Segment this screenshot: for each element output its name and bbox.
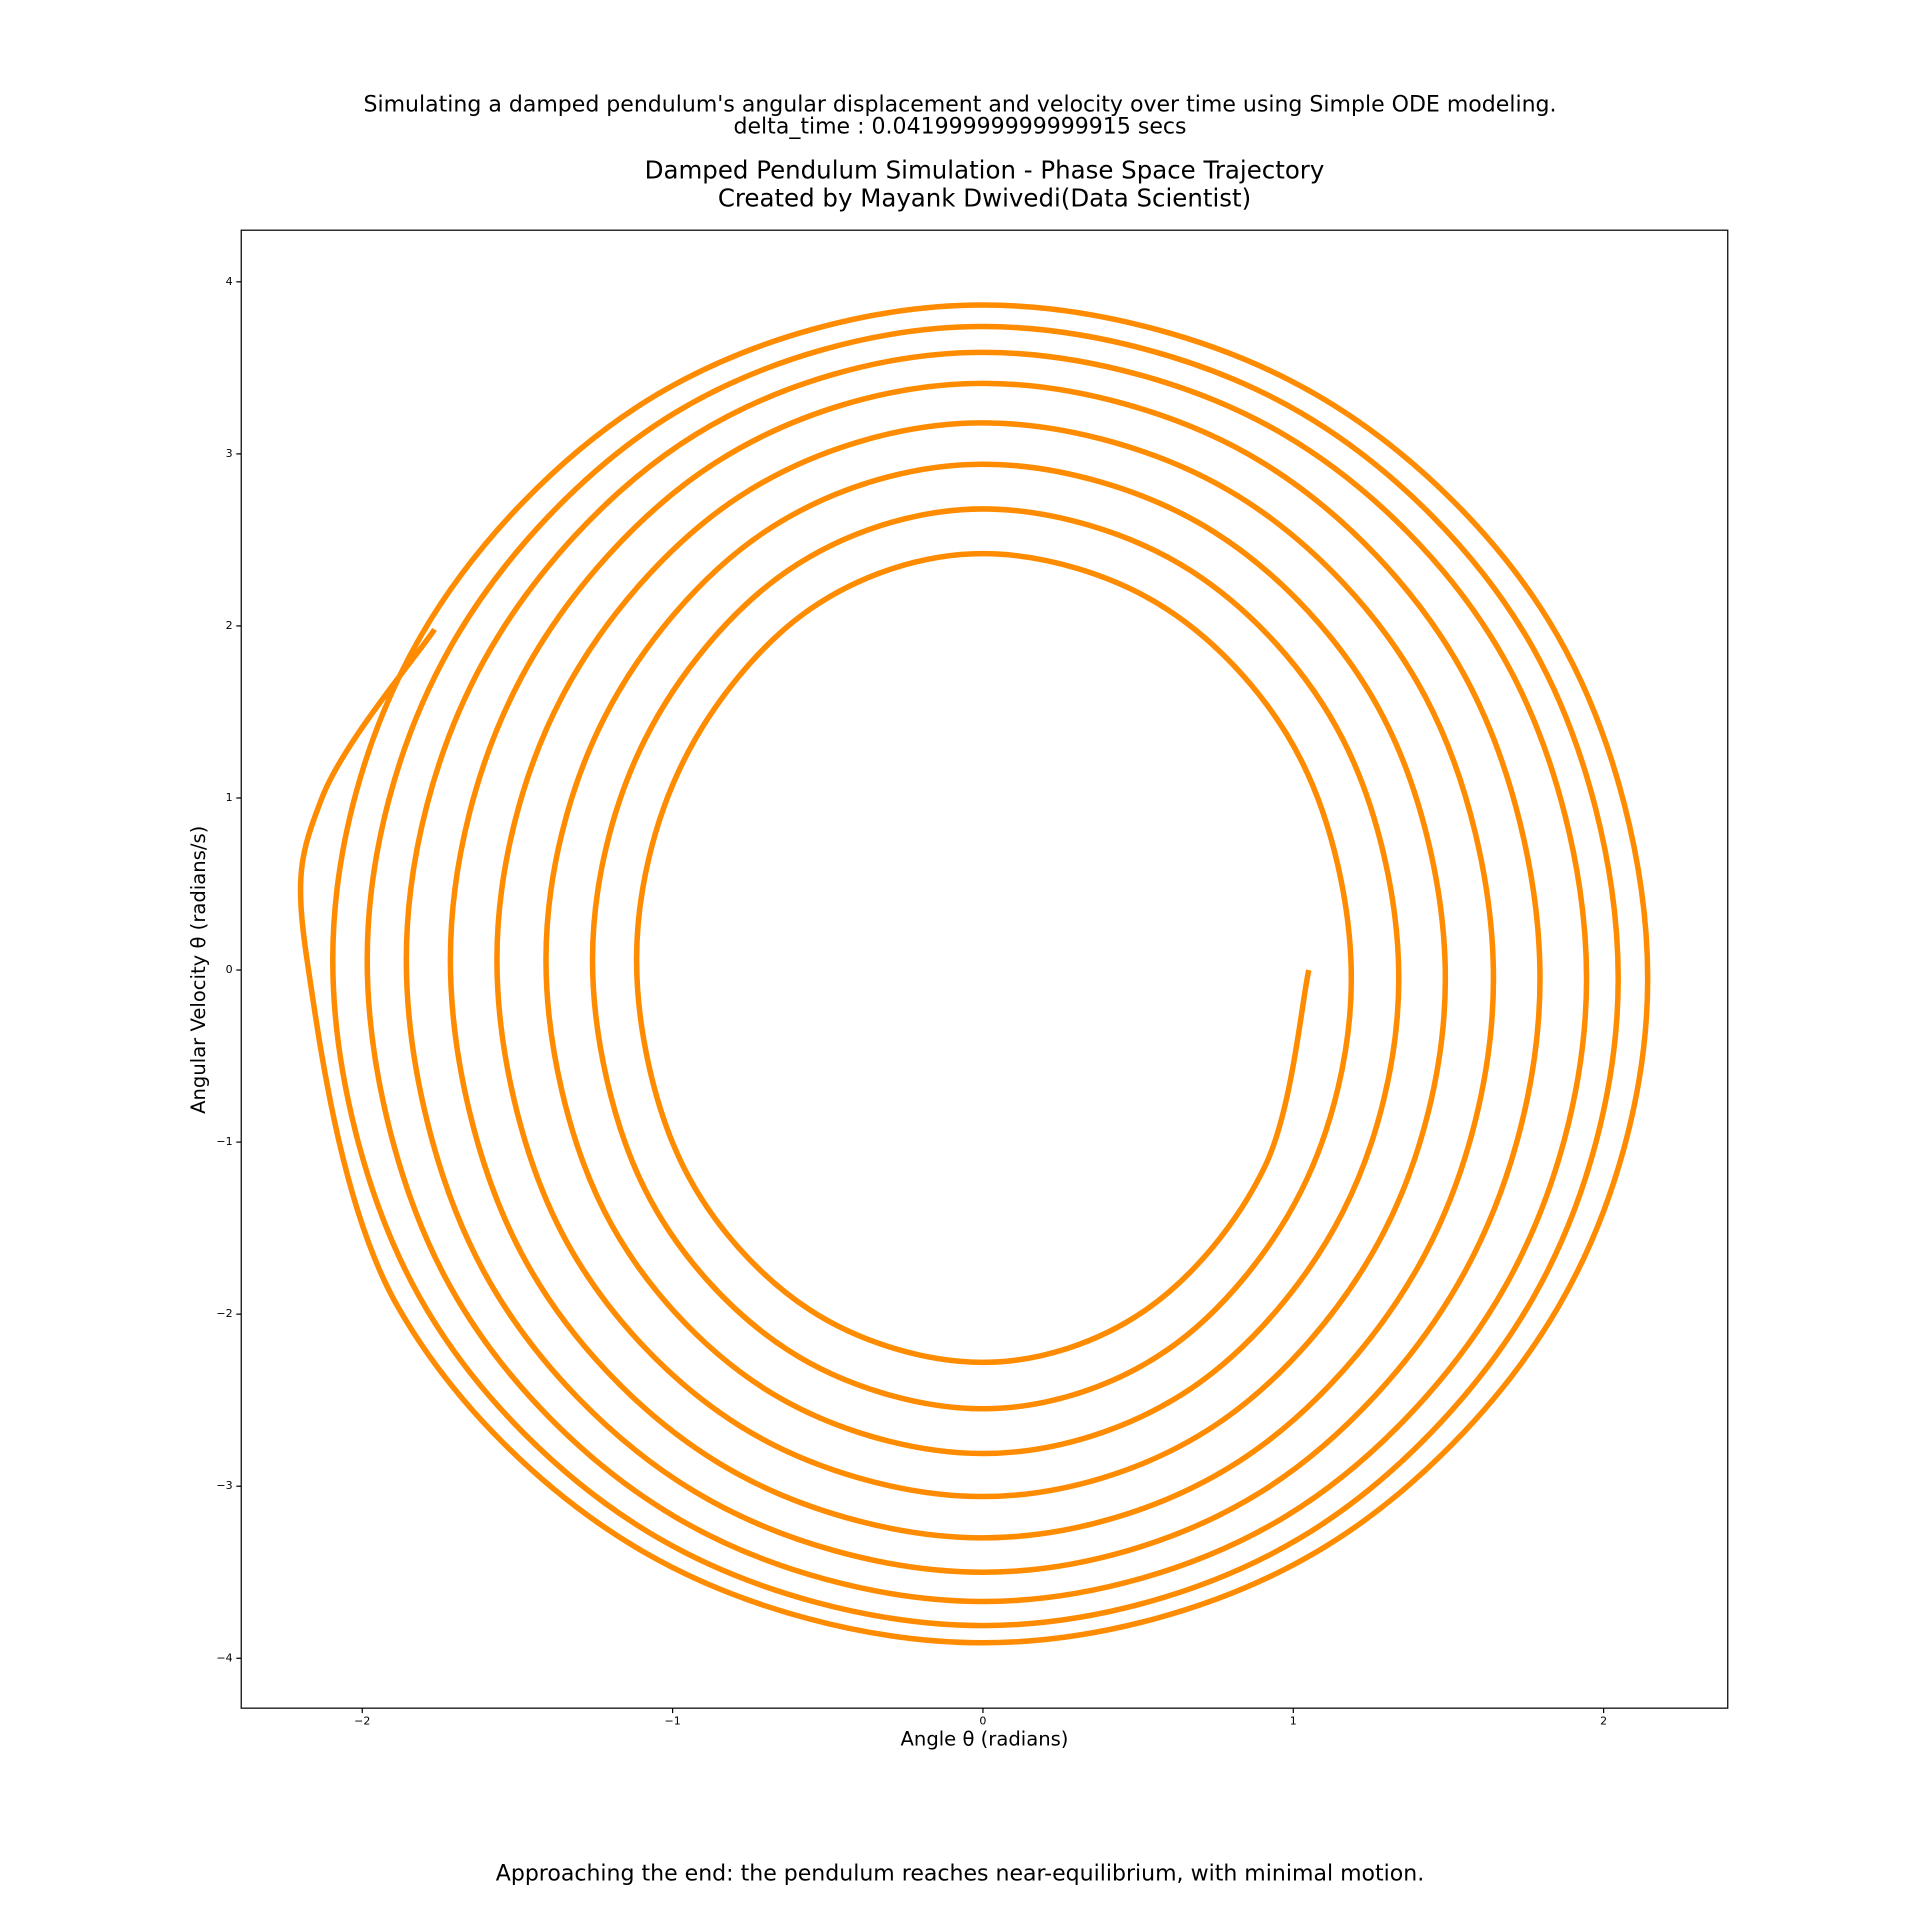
x-tick-label: 0 (979, 1715, 986, 1728)
subtitle: delta_time : 0.04199999999999915 secs (734, 114, 1187, 139)
x-tick-label: −2 (354, 1715, 370, 1728)
y-tick-label: 2 (226, 619, 233, 632)
x-axis-label: Angle θ (radians) (901, 1728, 1069, 1751)
chart-title: Damped Pendulum Simulation - Phase Space… (645, 155, 1325, 184)
x-tick-label: 2 (1600, 1715, 1607, 1728)
y-tick-label: −3 (216, 1479, 232, 1492)
y-tick-label: 4 (226, 275, 233, 288)
y-tick-label: −1 (216, 1135, 232, 1148)
subtitle: Simulating a damped pendulum's angular d… (363, 92, 1556, 117)
y-tick-label: 1 (226, 791, 233, 804)
plot-frame (240, 229, 1729, 1709)
trajectory-line (297, 302, 1651, 1646)
y-tick-label: 0 (226, 963, 233, 976)
x-tick-label: −1 (664, 1715, 680, 1728)
y-axis-label: Angular Velocity θ (radians/s) (187, 826, 210, 1114)
annotation: Approaching the end: the pendulum reache… (496, 1862, 1424, 1887)
y-tick-label: 3 (226, 447, 233, 460)
x-tick-label: 1 (1290, 1715, 1297, 1728)
chart-title: Created by Mayank Dwivedi(Data Scientist… (718, 184, 1251, 213)
y-tick-label: −2 (216, 1307, 232, 1320)
y-tick-label: −4 (216, 1651, 232, 1664)
